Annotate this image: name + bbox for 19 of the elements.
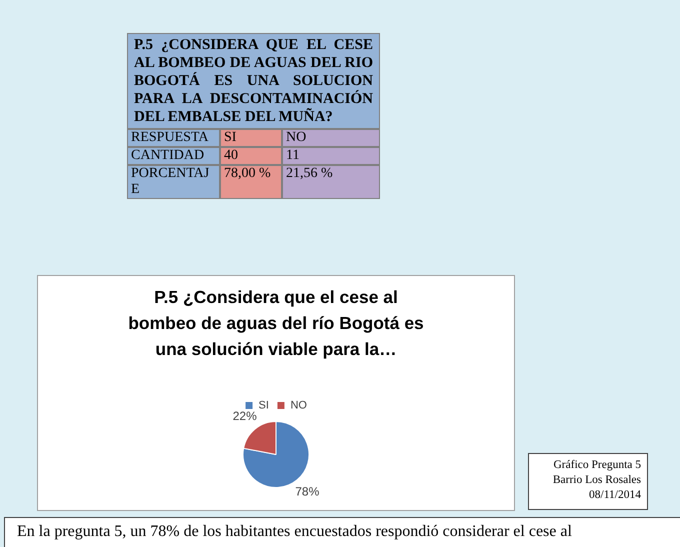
text: 11 bbox=[282, 147, 380, 165]
text: NO bbox=[282, 129, 380, 147]
text: P.5 ¿CONSIDERA QUE EL CESE AL BOMBEO DE AGUAS DEL RIO BOGOTÁ ES UNA SOLUCION PARA LA DESCONTAMINACIÓN DEL EMBALSE DEL MUÑA? bbox=[127, 33, 380, 129]
text: Barrio Los Rosales bbox=[552, 473, 641, 488]
text: 08/11/2014 bbox=[588, 488, 641, 503]
data-label: 78% bbox=[295, 484, 320, 499]
legend-label: NO bbox=[290, 400, 308, 412]
data-label: 22% bbox=[232, 409, 258, 424]
text: RESPUESTA bbox=[127, 129, 220, 147]
text: 21,56 % bbox=[282, 165, 380, 199]
text: SI bbox=[220, 129, 282, 147]
text: 40 bbox=[220, 147, 282, 165]
text: Gráfico Pregunta 5 bbox=[552, 458, 641, 473]
chart-title: P.5 ¿Considera que el cese al bombeo de aguas del río Bogotá es una solución viable para la… bbox=[127, 286, 425, 361]
text: PORCENTAJE bbox=[127, 165, 220, 199]
text: En la pregunta 5, un 78% de los habitantes encuestados respondió considerar el cese al bbox=[17, 522, 573, 542]
text: CANTIDAD bbox=[127, 147, 220, 165]
text: 78,00 % bbox=[220, 165, 282, 199]
legend-label: SI bbox=[258, 400, 269, 412]
